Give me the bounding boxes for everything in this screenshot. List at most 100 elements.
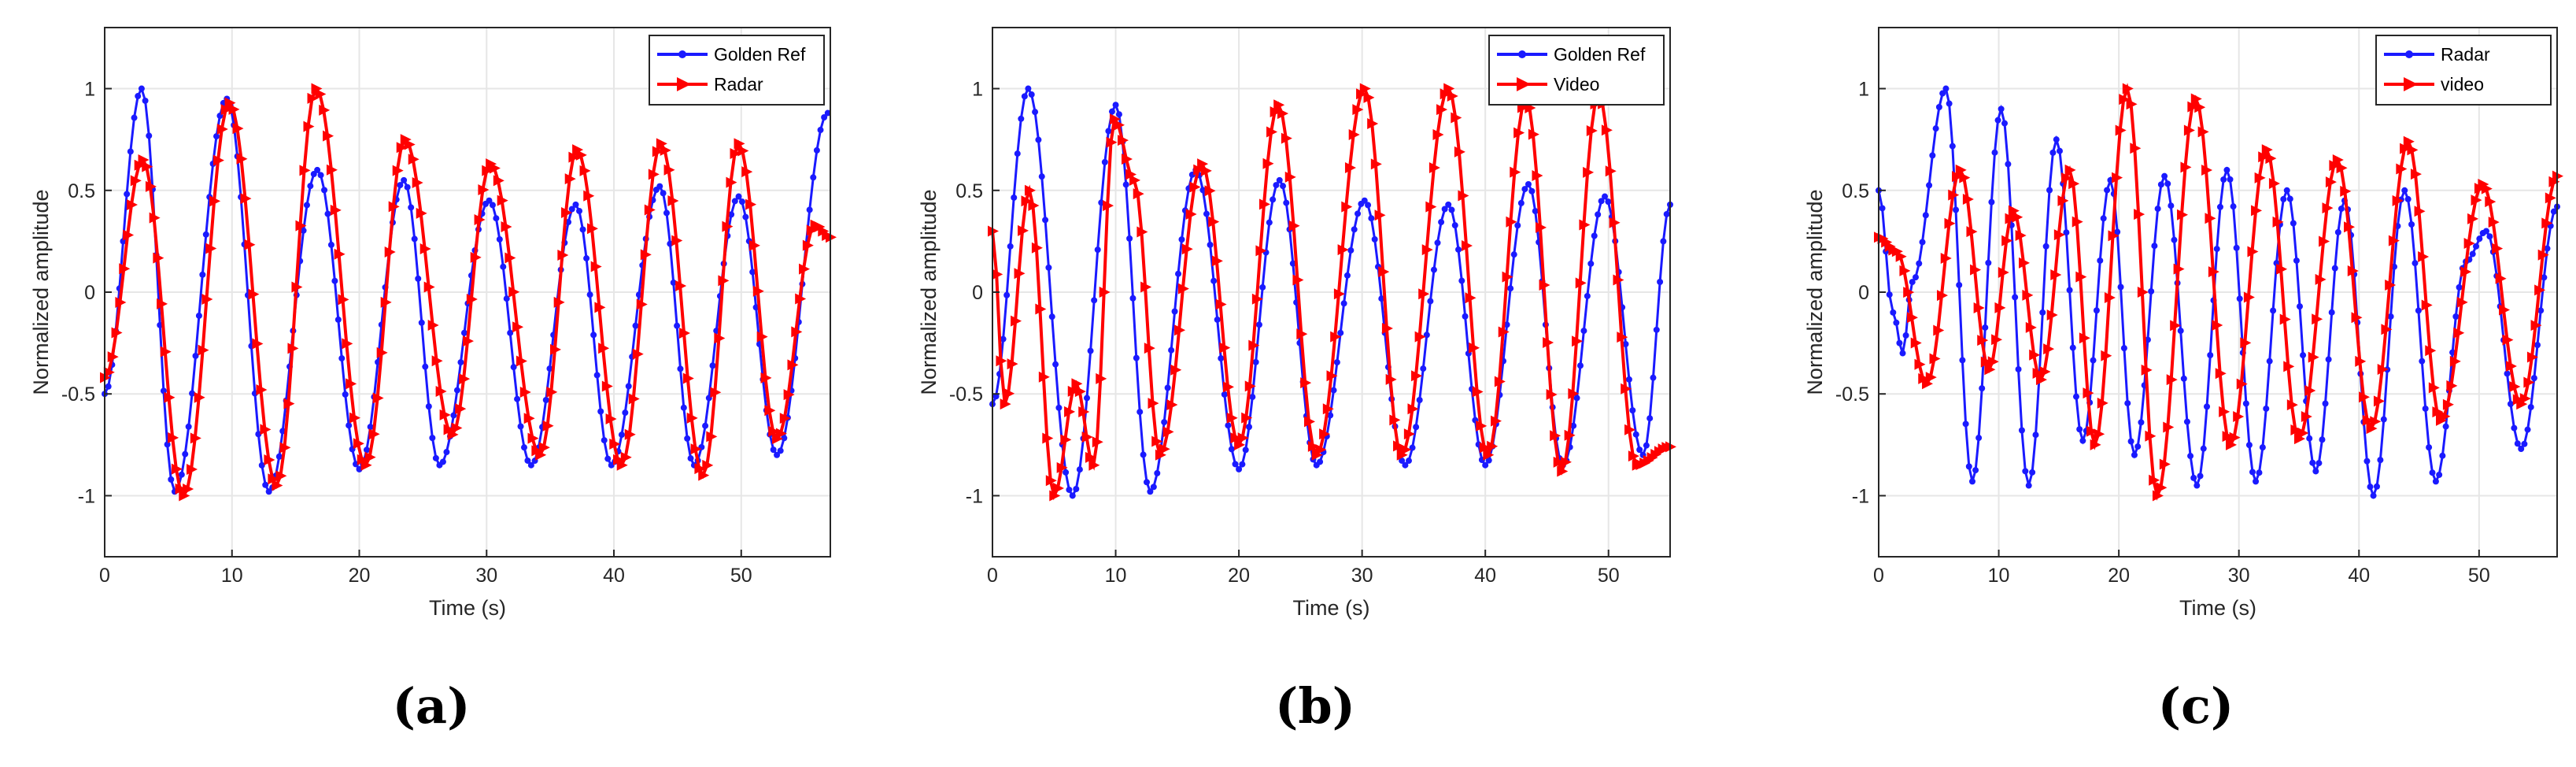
data-point [1430, 266, 1437, 273]
series-markers-1 [988, 83, 1676, 502]
data-point [2367, 484, 2374, 491]
data-point [489, 162, 501, 174]
data-point [1122, 181, 1129, 188]
data-point [2265, 153, 2277, 165]
data-point [463, 335, 474, 347]
data-point [618, 432, 625, 439]
data-point [1409, 444, 1416, 451]
data-point [527, 432, 539, 444]
data-point [2161, 172, 2168, 180]
data-point [2093, 307, 2100, 314]
data-point [1251, 293, 1263, 305]
data-point [396, 142, 408, 154]
data-point [579, 226, 586, 233]
data-point [1038, 371, 1050, 383]
data-point [2377, 364, 2389, 376]
data-point [179, 490, 190, 502]
data-point [2521, 440, 2528, 447]
data-point [2029, 349, 2041, 361]
data-point [640, 249, 652, 261]
data-point [2233, 244, 2240, 251]
data-point [698, 469, 710, 481]
data-point [1343, 272, 1351, 279]
data-point [1288, 220, 1300, 232]
data-point [620, 451, 632, 463]
data-point [1021, 93, 1028, 100]
data-point [182, 450, 189, 458]
data-point [2236, 378, 2248, 390]
data-point [1129, 174, 1141, 186]
data-point [2412, 260, 2419, 267]
data-point [728, 211, 735, 218]
data-point [2502, 334, 2514, 346]
data-point [2421, 299, 2433, 311]
data-point [756, 331, 768, 343]
data-point [517, 423, 524, 430]
data-point [775, 428, 787, 439]
data-point [346, 378, 357, 390]
data-point [268, 473, 279, 485]
data-point [168, 432, 179, 443]
data-point [1241, 412, 1253, 424]
data-point [1653, 326, 1660, 333]
data-point [360, 459, 372, 471]
y-axis-label: Normalized amplitude [1803, 189, 1827, 395]
data-point [138, 85, 145, 92]
data-point [2042, 243, 2049, 250]
data-point [546, 386, 558, 398]
data-point [2319, 436, 2326, 443]
data-point [1458, 277, 1465, 284]
data-point [260, 424, 272, 435]
data-point [248, 288, 260, 300]
data-point [1462, 313, 1469, 320]
data-point [1517, 199, 1525, 206]
data-point [1052, 482, 1064, 494]
data-point [2015, 230, 2027, 242]
data-point [694, 463, 706, 475]
data-point [1091, 297, 1098, 304]
data-point [363, 446, 370, 454]
data-point [690, 443, 702, 455]
data-point [416, 207, 427, 219]
data-point [2485, 196, 2497, 208]
data-point [453, 387, 460, 394]
data-point [447, 428, 459, 440]
data-point [346, 422, 353, 429]
data-point [564, 173, 576, 185]
data-point [1115, 111, 1122, 118]
data-point [153, 252, 164, 264]
data-point [678, 327, 690, 339]
data-point [2094, 428, 2105, 440]
data-point [1956, 281, 1963, 288]
data-point [2419, 358, 2426, 365]
data-point [1994, 117, 2001, 124]
data-point [1919, 239, 1926, 246]
data-point [1221, 391, 1228, 398]
data-point [2381, 324, 2393, 335]
data-point [2204, 403, 2211, 410]
data-point [401, 176, 408, 183]
data-point [568, 151, 580, 163]
data-point [1393, 440, 1405, 452]
data-point [474, 214, 486, 226]
data-point [677, 365, 684, 372]
data-point [2193, 482, 2201, 489]
data-point [1896, 339, 1903, 346]
data-point [2046, 187, 2053, 194]
data-point [1546, 388, 1558, 400]
data-point [300, 227, 307, 234]
data-point [1255, 245, 1267, 257]
data-point [2308, 351, 2319, 363]
legend-box [2375, 35, 2552, 106]
data-point [1451, 112, 1462, 124]
data-point [496, 235, 503, 243]
data-point [1109, 113, 1121, 125]
data-point [2545, 192, 2556, 204]
data-point [2086, 425, 2098, 437]
data-point [2100, 215, 2107, 222]
data-point [2460, 266, 2472, 278]
data-point [330, 204, 342, 216]
data-point [2127, 438, 2134, 445]
data-point [1092, 436, 1103, 448]
data-point [783, 389, 795, 401]
